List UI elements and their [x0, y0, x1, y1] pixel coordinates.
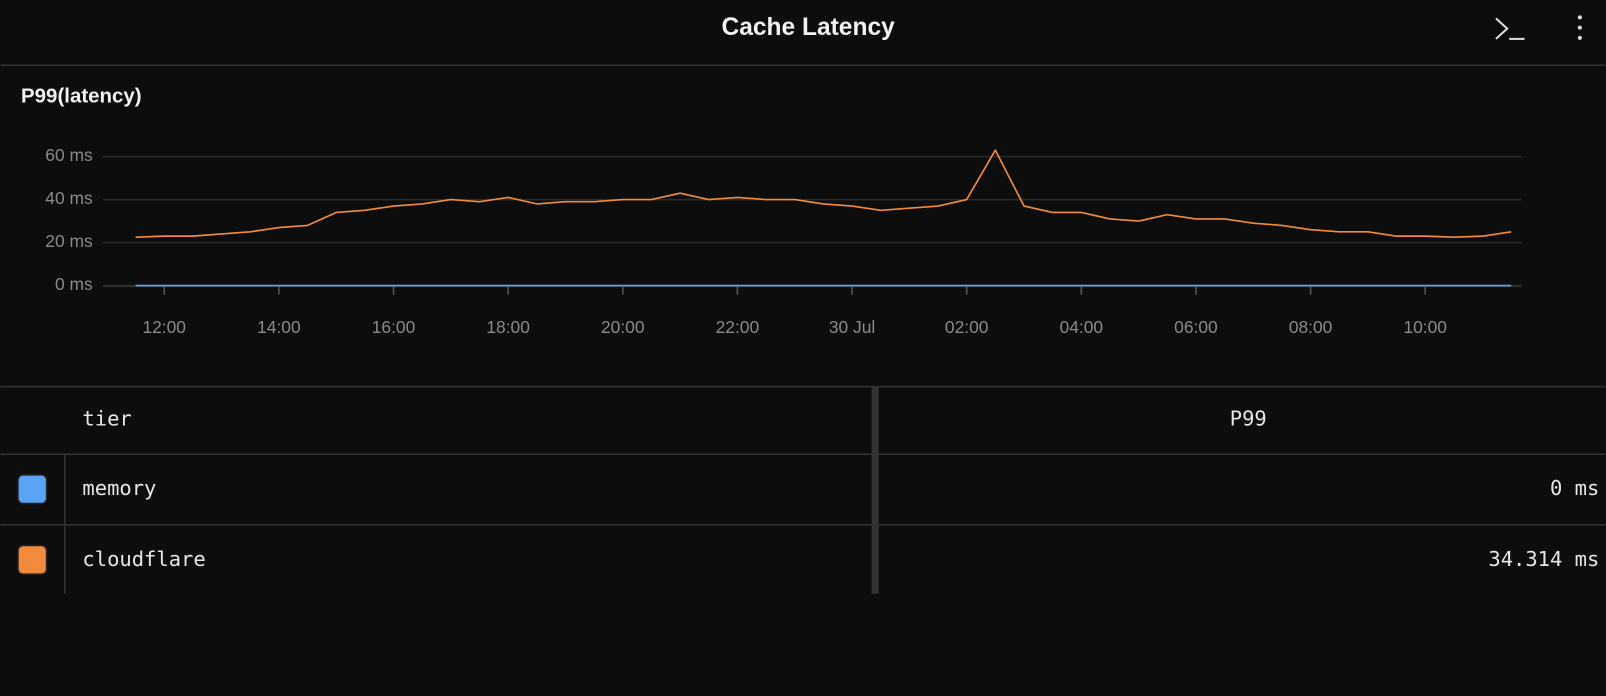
row-divider	[0, 524, 1606, 526]
y-tick-label: 20 ms	[45, 231, 93, 251]
p99-value: 0 ms	[1550, 476, 1599, 500]
table-rows: memory 0 ms cloudflare 34.314 ms	[17, 474, 1599, 575]
x-tick-label: 22:00	[716, 317, 760, 337]
tier-name: cloudflare	[82, 547, 205, 571]
column-header[interactable]: tier	[82, 407, 131, 431]
x-tick-label: 18:00	[486, 317, 530, 337]
row-divider	[0, 453, 1606, 455]
column-resizer[interactable]	[871, 386, 879, 594]
more-menu[interactable]	[1577, 15, 1582, 40]
terminal-icon[interactable]	[1495, 17, 1525, 40]
x-tick-label: 16:00	[372, 317, 416, 337]
tier-name: memory	[82, 476, 156, 500]
series-line	[135, 149, 1512, 239]
y-tick-label: 0 ms	[55, 274, 93, 294]
header-divider	[0, 64, 1606, 67]
x-tick-label: 06:00	[1174, 317, 1218, 337]
table-top-border	[0, 385, 1606, 388]
x-tick-label: 30 Jul	[829, 317, 875, 337]
chart-title: P99(latency)	[21, 85, 142, 108]
x-tick-label: 04:00	[1060, 317, 1104, 337]
swatch-column-divider	[64, 454, 66, 594]
column-header[interactable]: P99	[1230, 407, 1267, 431]
dot	[1577, 35, 1582, 40]
plot: 0 ms 20 ms 40 ms 60 ms 12:00 14:00 16:00 18:00 2…	[45, 145, 1522, 337]
x-tick-label: 14:00	[257, 317, 301, 337]
color-swatch	[17, 544, 48, 575]
x-tick-label: 08:00	[1289, 317, 1333, 337]
dot	[1577, 15, 1582, 20]
p99-value: 34.314 ms	[1488, 547, 1599, 571]
x-tick-label: 20:00	[601, 317, 645, 337]
x-tick-label: 10:00	[1403, 317, 1447, 337]
terminal-chevron	[1495, 17, 1509, 40]
x-tick-label: 12:00	[142, 317, 186, 337]
y-tick-label: 60 ms	[45, 145, 93, 165]
y-tick-label: 40 ms	[45, 188, 93, 208]
dot	[1577, 25, 1582, 30]
color-swatch	[17, 474, 48, 505]
panel-title: Cache Latency	[721, 14, 895, 41]
x-tick-label: 02:00	[945, 317, 989, 337]
